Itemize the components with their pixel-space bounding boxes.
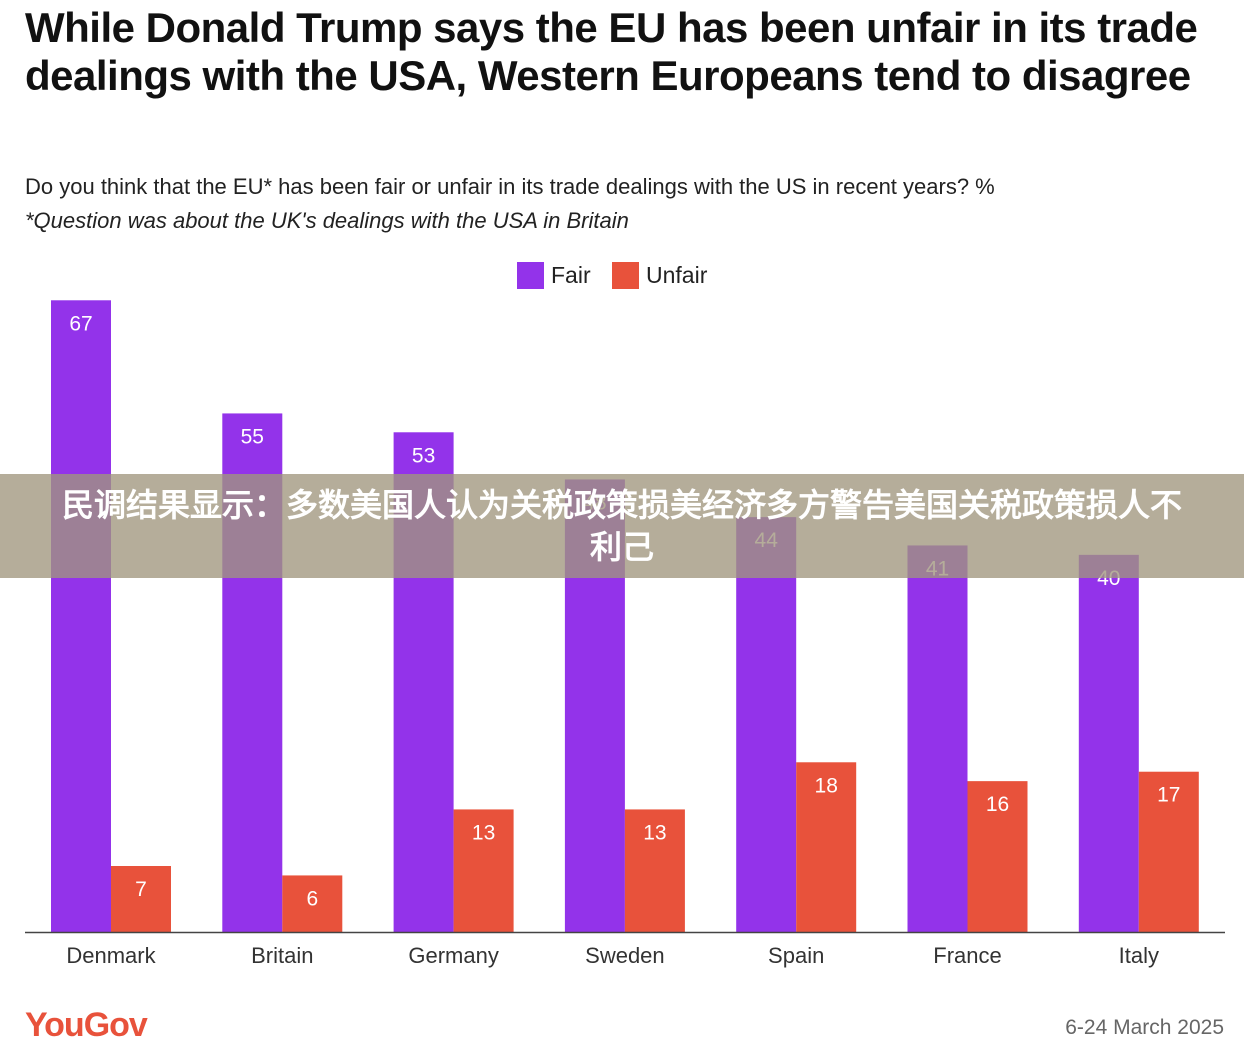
- x-tick-spain: Spain: [768, 943, 824, 968]
- bar-unfair-britain: [282, 875, 343, 932]
- bar-label-unfair-denmark: 7: [135, 878, 147, 901]
- x-tick-britain: Britain: [251, 943, 313, 968]
- chart-subtitle: Do you think that the EU* has been fair …: [25, 174, 995, 199]
- legend-swatch-fair: [517, 262, 544, 289]
- bar-unfair-denmark: [111, 866, 171, 932]
- legend-label-unfair: Unfair: [646, 262, 708, 288]
- bar-label-unfair-italy: 17: [1157, 784, 1180, 807]
- bar-unfair-italy: [1138, 771, 1199, 932]
- bar-chart: Fair Unfair 67 7 Denmark 55 6 Britain 53 13 German…: [25, 262, 1225, 968]
- x-tick-sweden: Sweden: [585, 943, 665, 968]
- bar-fair-spain: [736, 517, 797, 932]
- bar-fair-france: [907, 545, 968, 932]
- bar-unfair-france: [967, 781, 1028, 932]
- bar-label-fair-britain: 55: [241, 425, 264, 448]
- bar-label-unfair-spain: 18: [815, 774, 838, 797]
- overlay-banner: 民调结果显示：多数美国人认为关税政策损美经济多方警告美国关税政策损人不利己: [0, 474, 1244, 578]
- x-tick-denmark: Denmark: [66, 943, 156, 968]
- bar-label-fair-germany: 53: [412, 444, 435, 467]
- x-tick-italy: Italy: [1119, 943, 1159, 968]
- bar-fair-italy: [1078, 554, 1139, 932]
- bar-label-unfair-sweden: 13: [643, 821, 666, 844]
- bar-label-fair-denmark: 67: [69, 312, 92, 335]
- bar-label-unfair-france: 16: [986, 793, 1009, 816]
- survey-date: 6-24 March 2025: [1065, 1016, 1224, 1039]
- bar-label-unfair-germany: 13: [472, 821, 495, 844]
- overlay-banner-text: 民调结果显示：多数美国人认为关税政策损美经济多方警告美国关税政策损人不利己: [61, 486, 1182, 566]
- yougov-logo: YouGov: [25, 1006, 148, 1044]
- bar-label-unfair-britain: 6: [306, 887, 318, 910]
- legend-swatch-unfair: [612, 262, 639, 289]
- bar-fair-denmark: [51, 300, 111, 932]
- chart-title: While Donald Trump says the EU has been …: [25, 4, 1198, 99]
- bar-unfair-germany: [453, 809, 514, 932]
- legend-label-fair: Fair: [551, 262, 591, 288]
- chart-footnote: *Question was about the UK's dealings wi…: [25, 208, 629, 233]
- bar-unfair-sweden: [624, 809, 685, 932]
- x-tick-france: France: [933, 943, 1001, 968]
- bar-unfair-spain: [796, 762, 857, 932]
- x-tick-germany: Germany: [408, 943, 498, 968]
